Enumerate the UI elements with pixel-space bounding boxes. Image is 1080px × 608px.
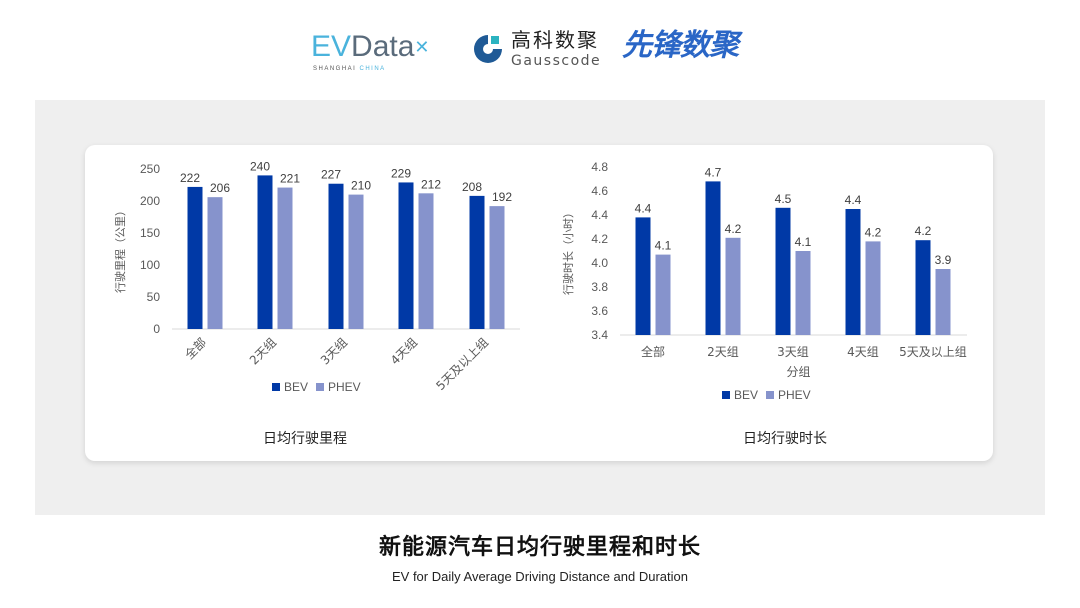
y-tick-label: 3.4 (591, 328, 608, 342)
bar-bev (845, 209, 861, 335)
data-label: 206 (210, 181, 230, 195)
legend-swatch-phev (316, 383, 324, 391)
bar-phev (207, 197, 223, 329)
data-label: 229 (391, 166, 411, 180)
bar-phev (348, 194, 364, 329)
y-tick-label: 3.6 (591, 304, 608, 318)
bar-bev (469, 195, 485, 329)
data-label: 240 (250, 159, 270, 173)
caption-cn: 新能源汽车日均行驶里程和时长 (378, 535, 701, 560)
bar-bev (398, 182, 414, 329)
logo-bar: EVData✕ SHANGHAI CHINA 高科数聚 Gausscode 先锋… (0, 24, 1080, 74)
x-tick-label: 5天及以上组 (433, 335, 491, 393)
chart-title: 日均行驶时长 (743, 431, 827, 447)
bar-bev (187, 186, 203, 329)
x-tick-label: 4天组 (388, 335, 420, 367)
caption-en: EV for Daily Average Driving Distance an… (391, 569, 689, 584)
x-tick-label: 全部 (641, 344, 665, 359)
chart-title: 日均行驶里程 (263, 431, 347, 447)
y-tick-label: 3.8 (591, 280, 608, 294)
data-label: 227 (321, 168, 341, 182)
bar-phev (865, 241, 881, 335)
data-label: 210 (351, 179, 371, 193)
legend-label-bev: BEV (284, 380, 308, 394)
bar-bev (328, 183, 344, 329)
data-label: 4.5 (775, 192, 792, 206)
data-label: 4.2 (865, 225, 882, 239)
x-tick-label: 2天组 (247, 335, 279, 367)
y-tick-label: 4.0 (591, 256, 608, 270)
gausscode-logo-icon (474, 35, 502, 63)
bar-bev (775, 207, 791, 335)
evdata-logo: EVData✕ (311, 32, 430, 62)
y-tick-label: 4.6 (591, 184, 608, 198)
data-label: 4.4 (845, 193, 862, 207)
y-tick-label: 4.8 (591, 160, 608, 174)
evdata-sub-country: CHINA (359, 66, 386, 72)
y-axis-title: 行驶时长（小时） (561, 207, 575, 295)
bar-bev (635, 217, 651, 335)
y-tick-label: 4.4 (591, 208, 608, 222)
evdata-sub-city: SHANGHAI (313, 66, 360, 72)
data-label: 208 (462, 180, 482, 194)
data-label: 4.1 (655, 239, 672, 253)
bar-phev (655, 254, 671, 335)
x-tick-label: 全部 (182, 335, 210, 363)
legend-swatch-phev (766, 391, 774, 399)
data-label: 4.2 (915, 224, 932, 238)
data-label: 4.7 (705, 165, 722, 179)
evdata-subtitle: SHANGHAI CHINA (313, 66, 386, 73)
legend-swatch-bev (272, 383, 280, 391)
legend-label-bev: BEV (734, 388, 758, 402)
y-tick-label: 250 (140, 162, 160, 176)
legend-label-phev: PHEV (328, 380, 361, 394)
gausscode-logo-en: Gausscode (511, 53, 602, 69)
x-tick-label: 3天组 (777, 345, 809, 359)
xianfeng-logo: 先锋数聚 (622, 28, 739, 63)
bar-phev (935, 269, 951, 335)
x-tick-label: 5天及以上组 (899, 345, 967, 359)
bar-phev (489, 206, 505, 329)
gausscode-logo-cn: 高科数聚 (511, 28, 599, 52)
x-tick-label: 3天组 (318, 335, 350, 367)
bar-phev (277, 187, 293, 329)
evdata-logo-data: Data (351, 30, 415, 63)
data-label: 4.2 (725, 222, 742, 236)
y-tick-label: 4.2 (591, 232, 608, 246)
evdata-logo-ev: EV (311, 30, 352, 63)
y-tick-label: 0 (153, 322, 160, 336)
bar-phev (725, 237, 741, 335)
data-label: 3.9 (935, 253, 952, 267)
y-tick-label: 100 (140, 258, 160, 272)
data-label: 4.4 (635, 201, 652, 215)
bar-bev (705, 181, 721, 335)
data-label: 221 (280, 172, 300, 186)
x-tick-label: 4天组 (847, 345, 879, 359)
y-tick-label: 50 (147, 290, 161, 304)
data-label: 222 (180, 171, 200, 185)
bar-phev (795, 251, 811, 335)
bar-bev (915, 240, 931, 335)
evdata-x-icon: ✕ (414, 37, 430, 57)
y-tick-label: 150 (140, 226, 160, 240)
data-label: 4.1 (795, 235, 812, 249)
x-tick-label: 2天组 (707, 345, 739, 359)
legend-swatch-bev (722, 391, 730, 399)
bar-bev (257, 175, 273, 329)
bar-phev (418, 193, 434, 329)
y-axis-title: 行驶里程（公里） (113, 205, 127, 293)
legend-label-phev: PHEV (778, 388, 811, 402)
y-tick-label: 200 (140, 194, 160, 208)
x-axis-title: 分组 (786, 365, 810, 379)
chart-card (85, 145, 993, 461)
data-label: 212 (421, 177, 441, 191)
data-label: 192 (492, 190, 512, 204)
